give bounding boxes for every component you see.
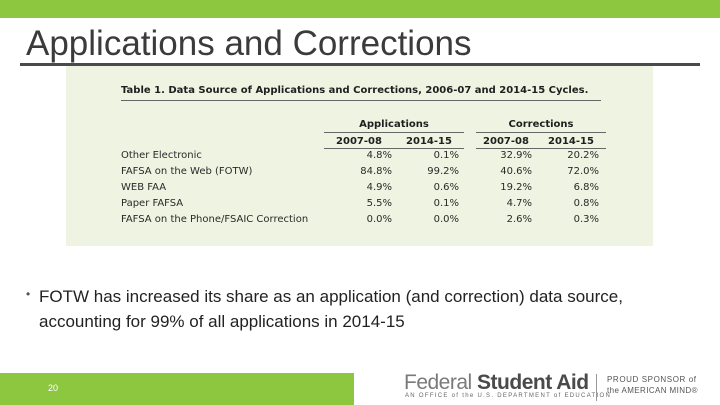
table-cell: 0.0% xyxy=(433,214,459,225)
group-rule-applications xyxy=(324,132,464,133)
bullet-text: FOTW has increased its share as an appli… xyxy=(39,287,623,331)
logo-word-federal: Federal xyxy=(404,371,472,394)
row-label: FAFSA on the Phone/FSAIC Correction xyxy=(121,214,309,225)
logo-wordmark: Federal Student Aid xyxy=(404,371,589,395)
column-header: 2007-08 xyxy=(336,136,382,147)
logo-separator xyxy=(596,374,597,401)
table-cell: 0.1% xyxy=(433,198,459,209)
table-cell: 0.0% xyxy=(366,214,392,225)
table-cell: 72.0% xyxy=(567,166,599,177)
table-cell: 99.2% xyxy=(427,166,459,177)
footer-accent-bar xyxy=(0,373,354,405)
column-header: 2014-15 xyxy=(548,136,594,147)
row-label: Other Electronic xyxy=(121,150,202,161)
column-header-rule xyxy=(476,148,606,149)
group-rule-corrections xyxy=(476,132,606,133)
title-underline xyxy=(20,63,700,66)
table-cell: 4.9% xyxy=(366,182,392,193)
row-label: Paper FAFSA xyxy=(121,198,184,209)
bullet-marker: • xyxy=(26,287,31,301)
table-cell: 40.6% xyxy=(500,166,532,177)
table-cell: 0.3% xyxy=(573,214,599,225)
table-cell: 5.5% xyxy=(366,198,392,209)
table-cell: 32.9% xyxy=(500,150,532,161)
slide-title: Applications and Corrections xyxy=(26,24,472,63)
column-header: 2014-15 xyxy=(406,136,452,147)
table-caption: Table 1. Data Source of Applications and… xyxy=(121,85,589,96)
table-cell: 2.6% xyxy=(506,214,532,225)
page-number: 20 xyxy=(48,383,59,393)
column-header: 2007-08 xyxy=(483,136,529,147)
table-cell: 0.6% xyxy=(433,182,459,193)
table-cell: 19.2% xyxy=(500,182,532,193)
federal-student-aid-logo: Federal Student Aid AN OFFICE of the U.S… xyxy=(404,371,714,405)
table-caption-rule xyxy=(121,100,601,101)
group-header-corrections: Corrections xyxy=(508,119,574,130)
table-cell: 0.1% xyxy=(433,150,459,161)
table-cell: 6.8% xyxy=(573,182,599,193)
table-cell: 0.8% xyxy=(573,198,599,209)
top-accent-bar xyxy=(0,0,720,18)
logo-sponsor-line-2: the AMERICAN MIND® xyxy=(607,386,698,395)
logo-sponsor-line-1: PROUD SPONSOR of xyxy=(607,375,697,384)
group-header-applications: Applications xyxy=(359,119,429,130)
table-cell: 20.2% xyxy=(567,150,599,161)
table-cell: 84.8% xyxy=(360,166,392,177)
row-label: WEB FAA xyxy=(121,182,167,193)
column-header-rule xyxy=(324,148,464,149)
row-label: FAFSA on the Web (FOTW) xyxy=(121,166,253,177)
table-cell: 4.8% xyxy=(366,150,392,161)
logo-tagline: AN OFFICE of the U.S. DEPARTMENT of EDUC… xyxy=(405,393,612,399)
data-table-image: Table 1. Data Source of Applications and… xyxy=(66,66,653,246)
logo-word-student-aid: Student Aid xyxy=(477,371,589,394)
table-cell: 4.7% xyxy=(506,198,532,209)
